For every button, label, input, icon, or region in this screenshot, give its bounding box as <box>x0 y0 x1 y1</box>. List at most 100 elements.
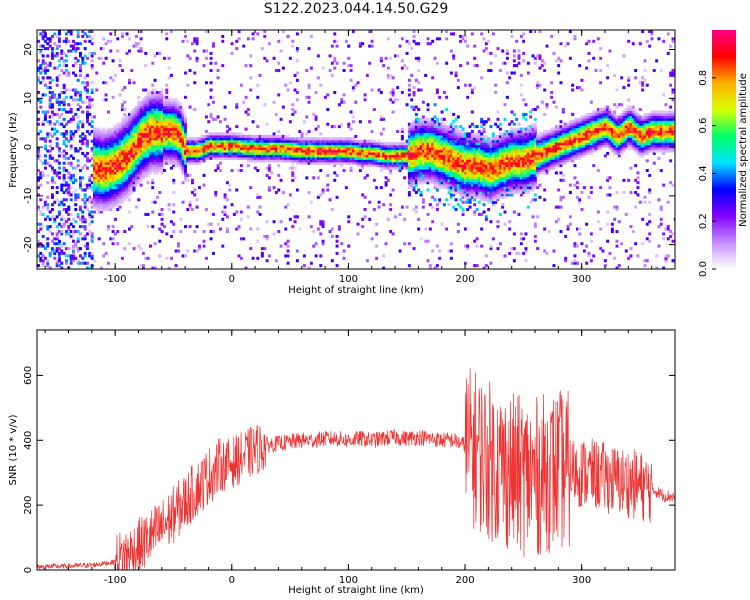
spectrogram-cell <box>39 176 43 180</box>
spectrogram-cell <box>142 130 145 134</box>
spectrogram-cell <box>328 137 332 141</box>
spectrogram-cell <box>181 149 185 153</box>
spectrogram-cell <box>335 234 339 238</box>
spectrogram-cell <box>246 164 250 168</box>
spectrogram-cell <box>149 139 152 143</box>
spectrogram-cell <box>69 212 73 216</box>
spectrogram-cell <box>384 156 388 160</box>
spectrogram-cell <box>230 42 234 46</box>
spectrogram-cell <box>447 142 451 146</box>
spectrogram-cell <box>463 193 467 197</box>
spectrogram-cell <box>244 134 248 138</box>
spectrogram-cell <box>226 230 229 234</box>
spectrogram-cell <box>97 208 101 212</box>
spectrogram-cell <box>95 195 99 199</box>
spectrogram-cell <box>88 178 92 182</box>
spectrogram-cell <box>41 234 45 238</box>
spectrogram-cell <box>65 73 68 77</box>
spectrogram-cell <box>470 176 474 180</box>
spectrogram-cell <box>125 154 129 158</box>
spectrogram-cell <box>480 147 484 151</box>
spectrogram-cell <box>186 83 190 87</box>
spectrogram-cell <box>242 149 246 153</box>
spectrogram-cell <box>163 95 166 99</box>
spectrogram-cell <box>295 137 299 141</box>
spectrogram-cell <box>279 142 283 146</box>
spectrogram-cell <box>62 198 66 202</box>
spectrogram-cell <box>142 120 145 124</box>
spectrogram-cell <box>419 125 423 129</box>
spectrogram-cell <box>221 151 225 155</box>
spectrogram-cell <box>58 254 61 258</box>
spectrogram-cell <box>412 176 416 180</box>
spectrogram-cell <box>214 139 218 143</box>
spectrogram-cell <box>137 112 141 116</box>
spectrogram-cell <box>158 117 162 121</box>
spectrogram-cell <box>167 203 171 207</box>
spectrogram-cell <box>135 34 138 38</box>
spectrogram-cell <box>435 149 439 153</box>
spectrogram-cell <box>337 137 341 141</box>
spectrogram-cell <box>258 147 262 151</box>
spectrogram-cell <box>337 154 341 158</box>
spectrogram-cell <box>198 149 201 153</box>
spectrogram-cell <box>41 171 45 175</box>
spectrogram-cell <box>340 149 344 153</box>
spectrogram-cell <box>100 191 103 195</box>
spectrogram-cell <box>389 161 393 165</box>
spectrogram-cell <box>351 149 355 153</box>
spectrogram-cell <box>93 139 96 143</box>
spectrogram-cell <box>95 193 99 197</box>
spectrogram-cell <box>149 93 152 97</box>
spectrogram-cell <box>156 164 159 168</box>
spectrogram-cell <box>386 151 390 155</box>
spectrogram-cell <box>188 56 192 60</box>
spectrogram-cell <box>121 154 124 158</box>
spectrogram-cell <box>51 147 54 151</box>
spectrogram-cell <box>382 127 386 131</box>
spectrogram-cell <box>76 42 80 46</box>
spectrogram-cell <box>361 166 365 170</box>
spectrogram-cell <box>228 183 232 187</box>
spectrogram-cell <box>55 112 59 116</box>
spectrogram-cell <box>470 130 474 134</box>
spectrogram-cell <box>172 103 176 107</box>
spectrogram-cell <box>39 183 43 187</box>
spectrogram-cell <box>454 127 458 131</box>
spectrogram-cell <box>375 147 379 151</box>
spectrogram-cell <box>323 137 327 141</box>
spectrogram-cell <box>58 203 61 207</box>
spectrogram-cell <box>142 251 145 255</box>
spectrogram-cell <box>97 191 101 195</box>
spectrogram-cell <box>253 142 257 146</box>
spectrogram-cell <box>104 93 108 97</box>
spectrogram-cell <box>354 149 358 153</box>
spectrogram-cell <box>153 120 157 124</box>
spectrogram-cell <box>116 200 120 204</box>
spectrogram-cell <box>249 149 253 153</box>
spectrogram-cell <box>438 169 442 173</box>
spectrogram-cell <box>146 137 150 141</box>
spectrogram-cell <box>260 151 264 155</box>
spectrogram-cell <box>484 161 488 165</box>
spectrogram-cell <box>246 156 250 160</box>
spectrogram-cell <box>477 186 481 190</box>
spectrogram-cell <box>158 166 162 170</box>
spectrogram-cell <box>368 30 372 34</box>
spectrogram-cell <box>41 30 45 34</box>
spectrogram-cell <box>468 193 472 197</box>
spectrogram-cell <box>97 195 101 199</box>
spectrogram-cell <box>447 137 451 141</box>
spectrogram-cell <box>326 139 330 143</box>
spectrogram-cell <box>414 181 418 185</box>
spectrogram-cell <box>312 151 316 155</box>
spectrogram-cell <box>67 49 71 53</box>
spectrogram-cell <box>37 59 40 63</box>
spectrogram-cell <box>58 239 61 243</box>
spectrogram-cell <box>76 91 80 95</box>
spectrogram-cell <box>449 125 453 129</box>
spectrogram-cell <box>81 151 85 155</box>
spectrogram-cell <box>249 137 253 141</box>
spectrogram-cell <box>426 166 430 170</box>
spectrogram-cell <box>209 88 213 92</box>
